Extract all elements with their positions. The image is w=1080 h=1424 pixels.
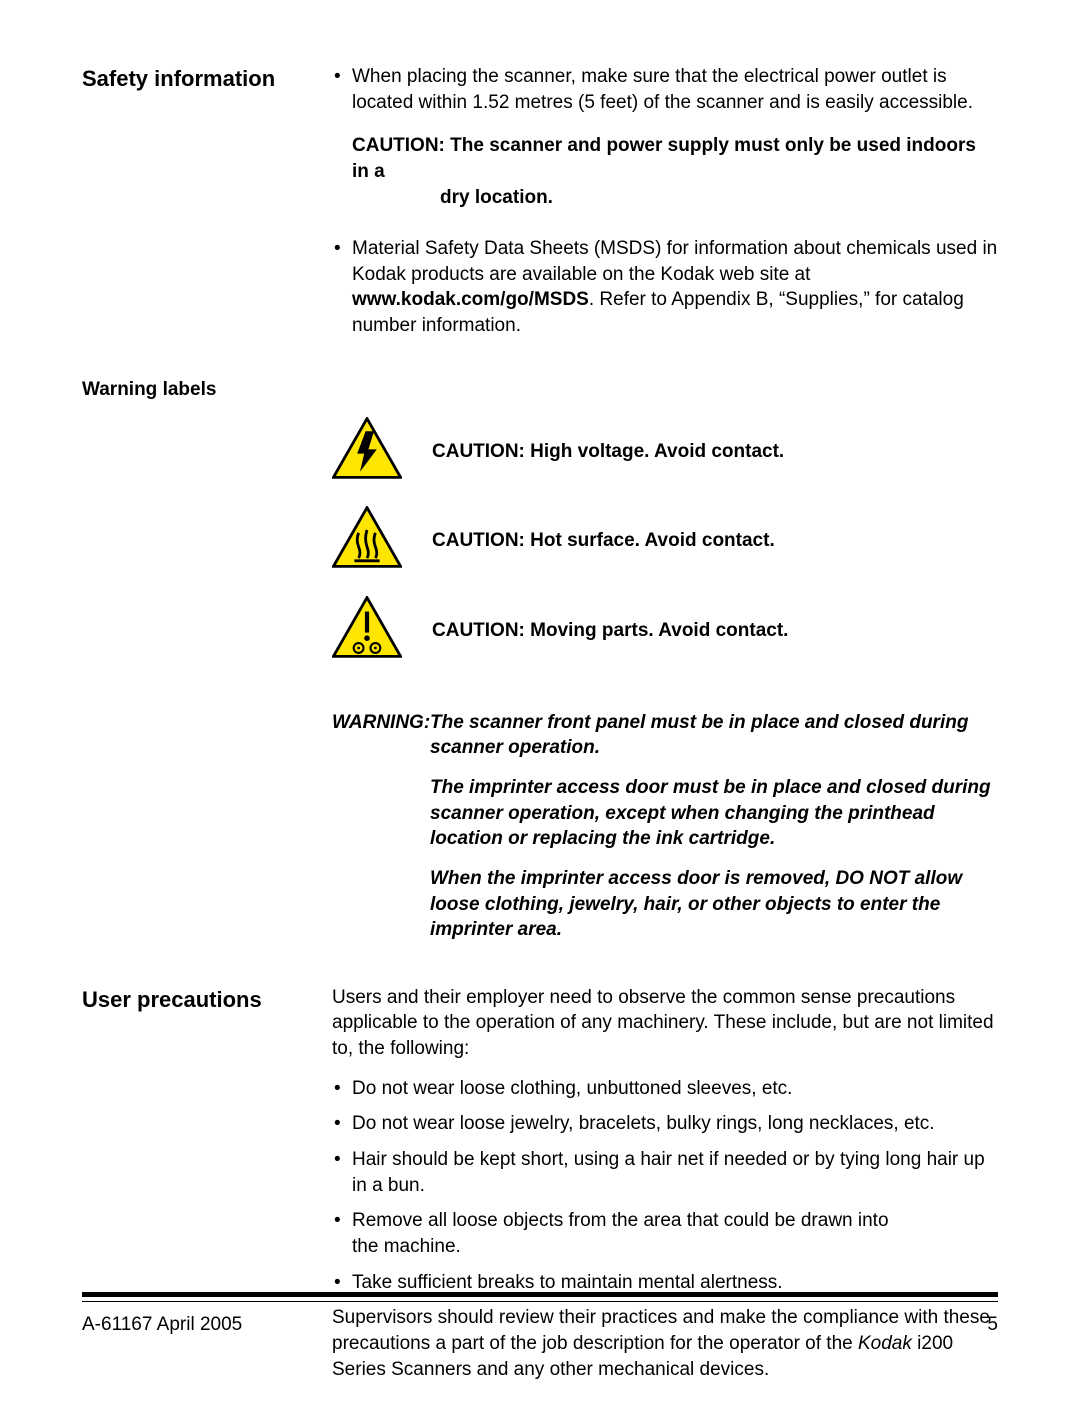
warning-text-1: The scanner front panel must be in place… bbox=[430, 710, 998, 761]
safety-bullet-2a: Material Safety Data Sheets (MSDS) for i… bbox=[352, 238, 997, 285]
safety-bullet-2: Material Safety Data Sheets (MSDS) for i… bbox=[332, 236, 998, 339]
warning-labels-content: CAUTION: High voltage. Avoid contact. CA… bbox=[332, 377, 998, 957]
warning-block: WARNING: The scanner front panel must be… bbox=[332, 710, 998, 943]
precaution-4: Remove all loose objects from the area t… bbox=[332, 1208, 998, 1259]
warning-text-2: The imprinter access door must be in pla… bbox=[430, 775, 998, 852]
precaution-2: Do not wear loose jewelry, bracelets, bu… bbox=[332, 1111, 998, 1137]
precaution-3: Hair should be kept short, using a hair … bbox=[332, 1147, 998, 1198]
warning-text-3: When the imprinter access door is remove… bbox=[430, 866, 998, 943]
heading-warning-labels: Warning labels bbox=[82, 377, 332, 957]
caution-block: CAUTION: The scanner and power supply mu… bbox=[332, 133, 998, 210]
caution-text-line1: The scanner and power supply must only b… bbox=[352, 135, 976, 182]
high-voltage-icon bbox=[332, 407, 432, 497]
moving-parts-text: CAUTION: Moving parts. Avoid contact. bbox=[432, 586, 788, 676]
moving-parts-icon bbox=[332, 586, 432, 676]
section-safety: Safety information When placing the scan… bbox=[82, 64, 998, 349]
high-voltage-text: CAUTION: High voltage. Avoid contact. bbox=[432, 407, 788, 497]
footer-doc-id: A-61167 April 2005 bbox=[82, 1312, 242, 1338]
footer-rule bbox=[82, 1292, 998, 1302]
footer-page-number: 5 bbox=[987, 1312, 998, 1338]
hot-surface-text: CAUTION: Hot surface. Avoid contact. bbox=[432, 496, 788, 586]
heading-safety-information: Safety information bbox=[82, 64, 332, 349]
user-precautions-intro: Users and their employer need to observe… bbox=[332, 985, 998, 1062]
caution-text-line2: dry location. bbox=[440, 185, 998, 211]
warning-label: WARNING: bbox=[332, 710, 430, 761]
safety-bullet-1: When placing the scanner, make sure that… bbox=[332, 64, 998, 115]
safety-content: When placing the scanner, make sure that… bbox=[332, 64, 998, 349]
page-footer: A-61167 April 2005 5 bbox=[82, 1312, 998, 1338]
msds-url: www.kodak.com/go/MSDS bbox=[352, 289, 589, 310]
hot-surface-icon bbox=[332, 496, 432, 586]
section-warning-labels: Warning labels CAUTION: High voltage. Av… bbox=[82, 377, 998, 957]
caution-label: CAUTION: bbox=[352, 135, 445, 156]
precaution-1: Do not wear loose clothing, unbuttoned s… bbox=[332, 1076, 998, 1102]
